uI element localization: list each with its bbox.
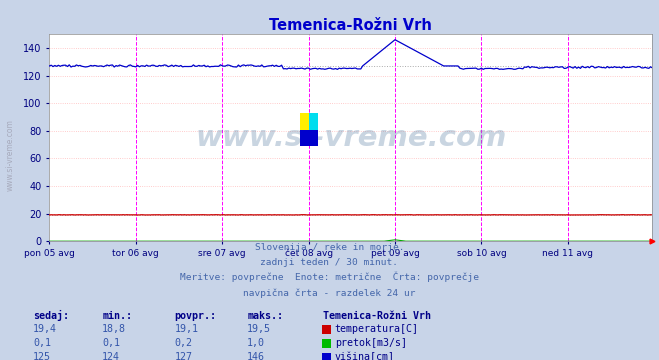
Text: 127: 127 (175, 352, 192, 360)
Bar (300, 130, 318, 146)
Text: min.:: min.: (102, 311, 132, 321)
Text: 146: 146 (247, 352, 265, 360)
Text: Meritve: povprečne  Enote: metrične  Črta: povprečje: Meritve: povprečne Enote: metrične Črta:… (180, 272, 479, 283)
Text: navpična črta - razdelek 24 ur: navpična črta - razdelek 24 ur (243, 288, 416, 298)
Text: pretok[m3/s]: pretok[m3/s] (335, 338, 407, 348)
Text: Temenica-Rožni Vrh: Temenica-Rožni Vrh (323, 311, 431, 321)
Text: 0,2: 0,2 (175, 338, 192, 348)
Bar (300, 113, 309, 130)
Text: višina[cm]: višina[cm] (335, 351, 395, 360)
Text: 124: 124 (102, 352, 120, 360)
Text: temperatura[C]: temperatura[C] (335, 324, 418, 334)
Text: 1,0: 1,0 (247, 338, 265, 348)
Text: 125: 125 (33, 352, 51, 360)
Text: maks.:: maks.: (247, 311, 283, 321)
Text: 0,1: 0,1 (33, 338, 51, 348)
Text: 0,1: 0,1 (102, 338, 120, 348)
Text: sedaj:: sedaj: (33, 310, 69, 321)
Title: Temenica-Rožni Vrh: Temenica-Rožni Vrh (270, 18, 432, 33)
Text: Slovenija / reke in morje.: Slovenija / reke in morje. (255, 243, 404, 252)
Text: 19,5: 19,5 (247, 324, 271, 334)
Text: 19,4: 19,4 (33, 324, 57, 334)
Text: zadnji teden / 30 minut.: zadnji teden / 30 minut. (260, 258, 399, 267)
Text: www.si-vreme.com: www.si-vreme.com (195, 124, 507, 152)
Text: povpr.:: povpr.: (175, 311, 217, 321)
Text: 18,8: 18,8 (102, 324, 126, 334)
Text: www.si-vreme.com: www.si-vreme.com (5, 119, 14, 191)
Bar (309, 113, 318, 130)
Text: 19,1: 19,1 (175, 324, 198, 334)
